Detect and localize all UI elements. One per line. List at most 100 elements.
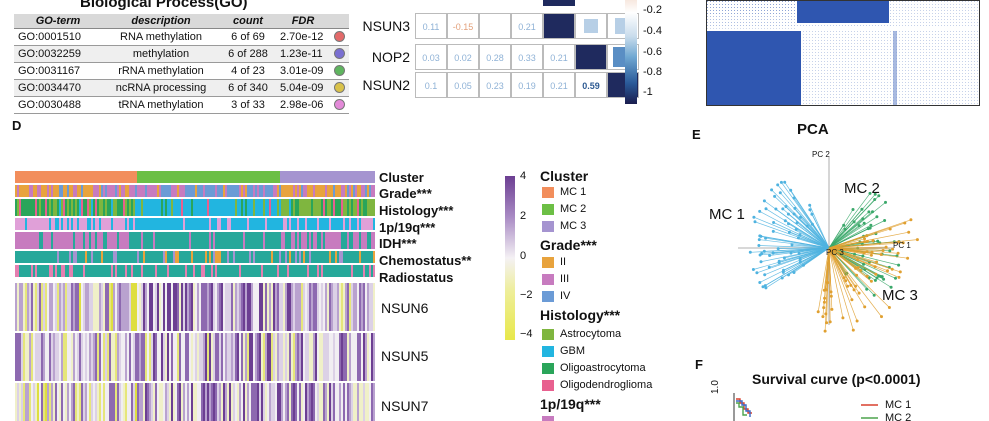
go-cell-color xyxy=(330,28,349,46)
legend-item-label: II xyxy=(560,256,567,268)
survival-plot xyxy=(733,393,878,421)
corr-cell xyxy=(479,13,511,39)
legend-swatch xyxy=(542,274,554,285)
go-cell-desc: methylation xyxy=(102,45,220,63)
legend-heading: Grade*** xyxy=(540,237,597,253)
pca-title: PCA xyxy=(797,121,829,138)
go-cell-fdr: 1.23e-11 xyxy=(276,45,330,63)
go-color-dot xyxy=(334,99,345,111)
corr-cell xyxy=(543,13,575,39)
go-color-dot xyxy=(334,48,345,60)
go-cell-count: 4 of 23 xyxy=(220,62,276,80)
go-table-title: Biological Process(GO) xyxy=(80,0,248,11)
legend-item-label: MC 2 xyxy=(560,203,587,215)
go-row: GO:0030488 tRNA methylation 3 of 33 2.98e-0… xyxy=(14,96,349,114)
track-cluster-segment xyxy=(15,171,137,183)
heatmap-colorbar xyxy=(505,176,515,340)
survival-title: Survival curve (p<0.0001) xyxy=(752,371,921,387)
go-cell-term: GO:0031167 xyxy=(14,62,102,80)
pca-label-mc2: MC 2 xyxy=(844,180,880,197)
go-cell-count: 6 of 288 xyxy=(220,45,276,63)
corr-cell: 0.33 xyxy=(511,44,543,70)
corr-cell: 0.19 xyxy=(511,72,543,98)
consensus-svg xyxy=(707,1,979,105)
go-cell-desc: tRNA methylation xyxy=(102,96,220,114)
legend-item-label: Astrocytoma xyxy=(560,328,622,340)
heatmap-gene-label: NSUN7 xyxy=(381,398,429,414)
track-cluster-segment xyxy=(280,171,375,183)
go-color-dot xyxy=(334,82,345,94)
heatmap-gene-label: NSUN5 xyxy=(381,348,429,364)
survival-line-mc3 xyxy=(736,400,751,417)
pca-label-mc3: MC 3 xyxy=(882,287,918,304)
pca-axis-pc3: PC 3 xyxy=(826,248,844,257)
legend-item-label: IV xyxy=(560,290,571,302)
corr-cell: 0.11 xyxy=(415,13,447,39)
heatmap-colorbar-tick: 4 xyxy=(520,170,527,182)
go-cell-count: 6 of 340 xyxy=(220,79,276,97)
go-cell-desc: rRNA methylation xyxy=(102,62,220,80)
corr-colorbar-tick: -0.4 xyxy=(643,25,662,37)
corr-row-label: NSUN3 xyxy=(362,18,410,34)
go-cell-count: 6 of 69 xyxy=(220,28,276,46)
go-table: GO-term description count FDR GO:0001510… xyxy=(14,14,349,114)
corr-colorbar-tick: -1 xyxy=(643,86,653,98)
go-row: GO:0032259 methylation 6 of 288 1.23e-11 xyxy=(14,45,349,63)
panel-letter-e: E xyxy=(692,127,701,142)
legend-swatch xyxy=(542,416,554,421)
go-header-term: GO-term xyxy=(14,14,102,29)
go-cell-term: GO:0032259 xyxy=(14,45,102,63)
go-header-description: description xyxy=(102,14,220,29)
legend-heading: Cluster xyxy=(540,168,589,184)
go-header-color xyxy=(330,14,349,29)
legend-swatch xyxy=(542,291,554,302)
go-cell-color xyxy=(330,62,349,80)
legend-swatch xyxy=(542,346,554,357)
go-cell-fdr: 2.70e-12 xyxy=(276,28,330,46)
survival-legend-mc1: MC 1 xyxy=(885,399,912,411)
heatmap-track-label: Radiostatus xyxy=(379,270,454,285)
corr-cell: 0.59 xyxy=(575,72,607,98)
corr-colorbar xyxy=(625,0,637,104)
legend-item-label: Oligodendroglioma xyxy=(560,379,653,391)
corr-colorbar-tick: -0.6 xyxy=(643,46,662,58)
corr-cell: 0.23 xyxy=(479,72,511,98)
legend-swatch xyxy=(542,363,554,374)
go-color-dot xyxy=(334,31,345,43)
corr-top-row xyxy=(543,0,575,6)
go-header-fdr: FDR xyxy=(276,14,330,29)
pca-axis-pc1: PC 1 xyxy=(893,241,911,250)
corr-row-label: NSUN2 xyxy=(362,77,410,93)
corr-row-label: NOP2 xyxy=(371,49,410,65)
go-cell-term: GO:0034470 xyxy=(14,79,102,97)
survival-y-tick: 1.0 xyxy=(710,380,721,394)
corr-cell: 0.21 xyxy=(543,72,575,98)
corr-cell: 0.28 xyxy=(479,44,511,70)
legend-item-label: MC 3 xyxy=(560,220,587,232)
corr-cell: 0.21 xyxy=(543,44,575,70)
heatmap-track-label: 1p/19q*** xyxy=(379,220,436,235)
corr-colorbar-tick: -0.2 xyxy=(643,4,662,16)
heatmap-gene-label: NSUN6 xyxy=(381,300,429,316)
corr-cell: 0.05 xyxy=(447,72,479,98)
survival-legend-mc2: MC 2 xyxy=(885,412,912,421)
corr-cell: 0.1 xyxy=(415,72,447,98)
legend-heading: 1p/19q*** xyxy=(540,396,601,412)
heatmap-track-label: Cluster xyxy=(379,170,424,185)
legend-item-label: Oligoastrocytoma xyxy=(560,362,646,374)
legend-item-label: III xyxy=(560,273,570,285)
corr-square-glyph xyxy=(584,19,598,33)
heatmap-colorbar-tick: −2 xyxy=(520,289,533,301)
heatmap-colorbar-tick: 0 xyxy=(520,250,527,262)
legend-swatch xyxy=(542,257,554,268)
legend-heading: Histology*** xyxy=(540,307,621,323)
go-row: GO:0001510 RNA methylation 6 of 69 2.70e-12 xyxy=(14,28,349,46)
heatmap xyxy=(15,171,375,421)
track-cluster-segment xyxy=(137,171,280,183)
pca-axis-pc2: PC 2 xyxy=(812,150,830,159)
go-row: GO:0034470 ncRNA processing 6 of 340 5.04e-… xyxy=(14,79,349,97)
go-cell-fdr: 3.01e-09 xyxy=(276,62,330,80)
heatmap-track-label: Grade*** xyxy=(379,186,432,201)
consensus-matrix xyxy=(706,0,980,106)
go-cell-count: 3 of 33 xyxy=(220,96,276,114)
